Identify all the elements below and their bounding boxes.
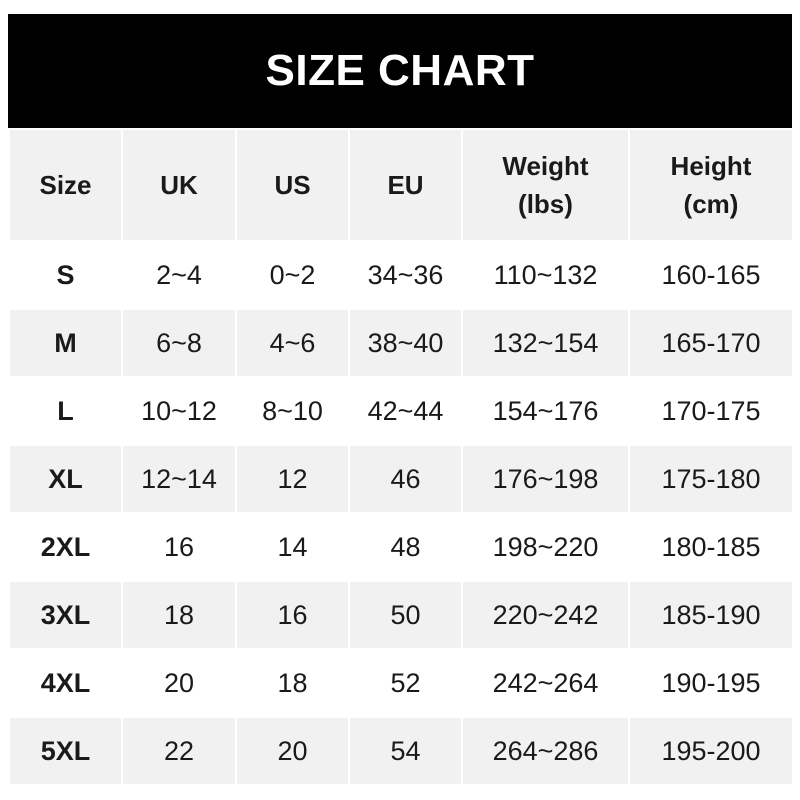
cell-size: 2XL xyxy=(8,512,123,582)
cell-uk: 22 xyxy=(121,716,237,786)
cell-uk: 2~4 xyxy=(121,240,237,310)
cell-uk: 12~14 xyxy=(121,444,237,514)
header-row: Size UK US EU Weight (lbs) Height (cm) xyxy=(8,128,794,242)
header-eu: EU xyxy=(348,128,463,242)
cell-size: L xyxy=(8,376,123,446)
cell-us: 4~6 xyxy=(235,308,350,378)
cell-weight: 176~198 xyxy=(461,444,630,514)
cell-size: XL xyxy=(8,444,123,514)
cell-height: 170-175 xyxy=(628,376,794,446)
chart-title: SIZE CHART xyxy=(8,14,792,128)
cell-height: 160-165 xyxy=(628,240,794,310)
cell-size: 5XL xyxy=(8,716,123,786)
cell-eu: 46 xyxy=(348,444,463,514)
cell-uk: 18 xyxy=(121,580,237,650)
cell-weight: 110~132 xyxy=(461,240,630,310)
cell-us: 14 xyxy=(235,512,350,582)
header-size: Size xyxy=(8,128,123,242)
size-table: Size UK US EU Weight (lbs) Height (cm) S 2~4 0~… xyxy=(8,128,794,786)
cell-eu: 48 xyxy=(348,512,463,582)
cell-eu: 38~40 xyxy=(348,308,463,378)
size-chart: SIZE CHART Size UK US EU Weight (lbs) Height … xyxy=(8,14,794,786)
cell-weight: 198~220 xyxy=(461,512,630,582)
cell-size: 3XL xyxy=(8,580,123,650)
cell-size: S xyxy=(8,240,123,310)
header-weight: Weight (lbs) xyxy=(461,128,630,242)
cell-size: M xyxy=(8,308,123,378)
cell-uk: 6~8 xyxy=(121,308,237,378)
cell-us: 8~10 xyxy=(235,376,350,446)
cell-height: 185-190 xyxy=(628,580,794,650)
cell-us: 20 xyxy=(235,716,350,786)
cell-eu: 52 xyxy=(348,648,463,718)
cell-height: 180-185 xyxy=(628,512,794,582)
cell-height: 190-195 xyxy=(628,648,794,718)
cell-eu: 50 xyxy=(348,580,463,650)
table-row: 5XL 22 20 54 264~286 195-200 xyxy=(8,716,794,786)
cell-weight: 220~242 xyxy=(461,580,630,650)
cell-us: 16 xyxy=(235,580,350,650)
cell-uk: 10~12 xyxy=(121,376,237,446)
cell-eu: 54 xyxy=(348,716,463,786)
cell-us: 0~2 xyxy=(235,240,350,310)
table-row: XL 12~14 12 46 176~198 175-180 xyxy=(8,444,794,514)
cell-weight: 264~286 xyxy=(461,716,630,786)
cell-us: 18 xyxy=(235,648,350,718)
table-row: 2XL 16 14 48 198~220 180-185 xyxy=(8,512,794,582)
cell-eu: 34~36 xyxy=(348,240,463,310)
cell-size: 4XL xyxy=(8,648,123,718)
cell-height: 195-200 xyxy=(628,716,794,786)
cell-eu: 42~44 xyxy=(348,376,463,446)
cell-height: 165-170 xyxy=(628,308,794,378)
table-row: S 2~4 0~2 34~36 110~132 160-165 xyxy=(8,240,794,310)
header-height: Height (cm) xyxy=(628,128,794,242)
header-uk: UK xyxy=(121,128,237,242)
cell-uk: 16 xyxy=(121,512,237,582)
table-row: 4XL 20 18 52 242~264 190-195 xyxy=(8,648,794,718)
cell-weight: 154~176 xyxy=(461,376,630,446)
table-row: L 10~12 8~10 42~44 154~176 170-175 xyxy=(8,376,794,446)
cell-height: 175-180 xyxy=(628,444,794,514)
cell-weight: 132~154 xyxy=(461,308,630,378)
cell-weight: 242~264 xyxy=(461,648,630,718)
header-us: US xyxy=(235,128,350,242)
table-row: 3XL 18 16 50 220~242 185-190 xyxy=(8,580,794,650)
table-row: M 6~8 4~6 38~40 132~154 165-170 xyxy=(8,308,794,378)
cell-us: 12 xyxy=(235,444,350,514)
cell-uk: 20 xyxy=(121,648,237,718)
